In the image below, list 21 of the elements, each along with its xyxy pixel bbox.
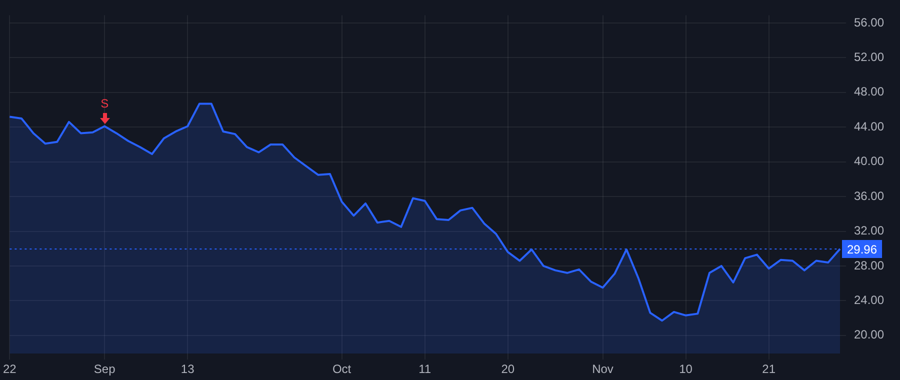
annotation: S	[100, 96, 109, 111]
ref-line-label: 29.96	[847, 242, 878, 256]
y-tick-label: 20.00	[854, 328, 884, 342]
y-tick-label: 32.00	[854, 224, 884, 238]
x-tick-label: 20	[501, 362, 515, 376]
x-tick-label: 21	[762, 362, 776, 376]
x-tick-label: 10	[679, 362, 693, 376]
y-tick-label: 40.00	[854, 154, 884, 168]
y-tick-label: 24.00	[854, 292, 884, 307]
x-tick-label: 13	[180, 362, 195, 376]
x-tick-label: 11	[418, 362, 432, 376]
y-tick-label: 52.00	[854, 50, 884, 64]
x-tick-label: Sep	[94, 362, 116, 376]
x-tick-label: 22	[2, 362, 17, 376]
y-tick-label: 56.00	[854, 15, 884, 30]
x-tick-label: Nov	[592, 362, 614, 376]
y-tick-label: 36.00	[854, 188, 884, 203]
y-tick-label: 44.00	[854, 119, 884, 134]
x-tick-label: Oct	[332, 362, 352, 376]
y-tick-label: 28.00	[854, 258, 884, 272]
y-tick-label: 48.00	[854, 84, 884, 99]
